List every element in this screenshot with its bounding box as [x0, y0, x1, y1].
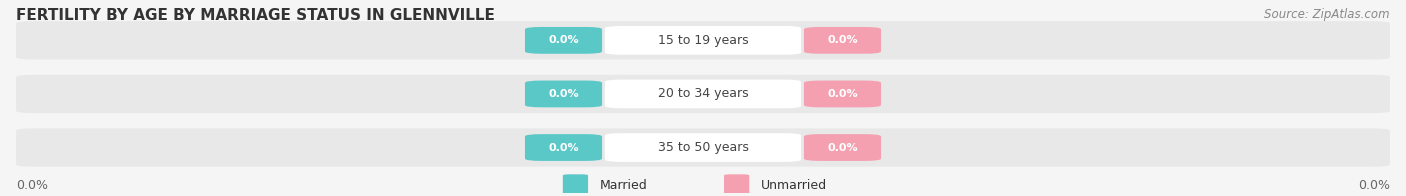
FancyBboxPatch shape	[15, 75, 1391, 113]
FancyBboxPatch shape	[804, 27, 882, 54]
Text: 0.0%: 0.0%	[15, 179, 48, 192]
Text: 0.0%: 0.0%	[827, 142, 858, 152]
Text: 0.0%: 0.0%	[548, 35, 579, 45]
FancyBboxPatch shape	[524, 81, 602, 107]
Text: 0.0%: 0.0%	[548, 89, 579, 99]
FancyBboxPatch shape	[524, 134, 602, 161]
FancyBboxPatch shape	[804, 134, 882, 161]
Text: Source: ZipAtlas.com: Source: ZipAtlas.com	[1264, 8, 1391, 21]
Text: 0.0%: 0.0%	[1358, 179, 1391, 192]
Text: Unmarried: Unmarried	[761, 179, 827, 192]
Text: 35 to 50 years: 35 to 50 years	[658, 141, 748, 154]
FancyBboxPatch shape	[804, 81, 882, 107]
Text: 15 to 19 years: 15 to 19 years	[658, 34, 748, 47]
Text: FERTILITY BY AGE BY MARRIAGE STATUS IN GLENNVILLE: FERTILITY BY AGE BY MARRIAGE STATUS IN G…	[15, 8, 495, 23]
Text: 0.0%: 0.0%	[827, 35, 858, 45]
FancyBboxPatch shape	[562, 174, 588, 196]
FancyBboxPatch shape	[724, 174, 749, 196]
FancyBboxPatch shape	[15, 21, 1391, 60]
Text: 20 to 34 years: 20 to 34 years	[658, 87, 748, 100]
Text: 0.0%: 0.0%	[548, 142, 579, 152]
FancyBboxPatch shape	[605, 80, 801, 108]
FancyBboxPatch shape	[15, 128, 1391, 167]
Text: Married: Married	[599, 179, 647, 192]
FancyBboxPatch shape	[605, 133, 801, 162]
FancyBboxPatch shape	[605, 26, 801, 55]
Text: 0.0%: 0.0%	[827, 89, 858, 99]
FancyBboxPatch shape	[524, 27, 602, 54]
